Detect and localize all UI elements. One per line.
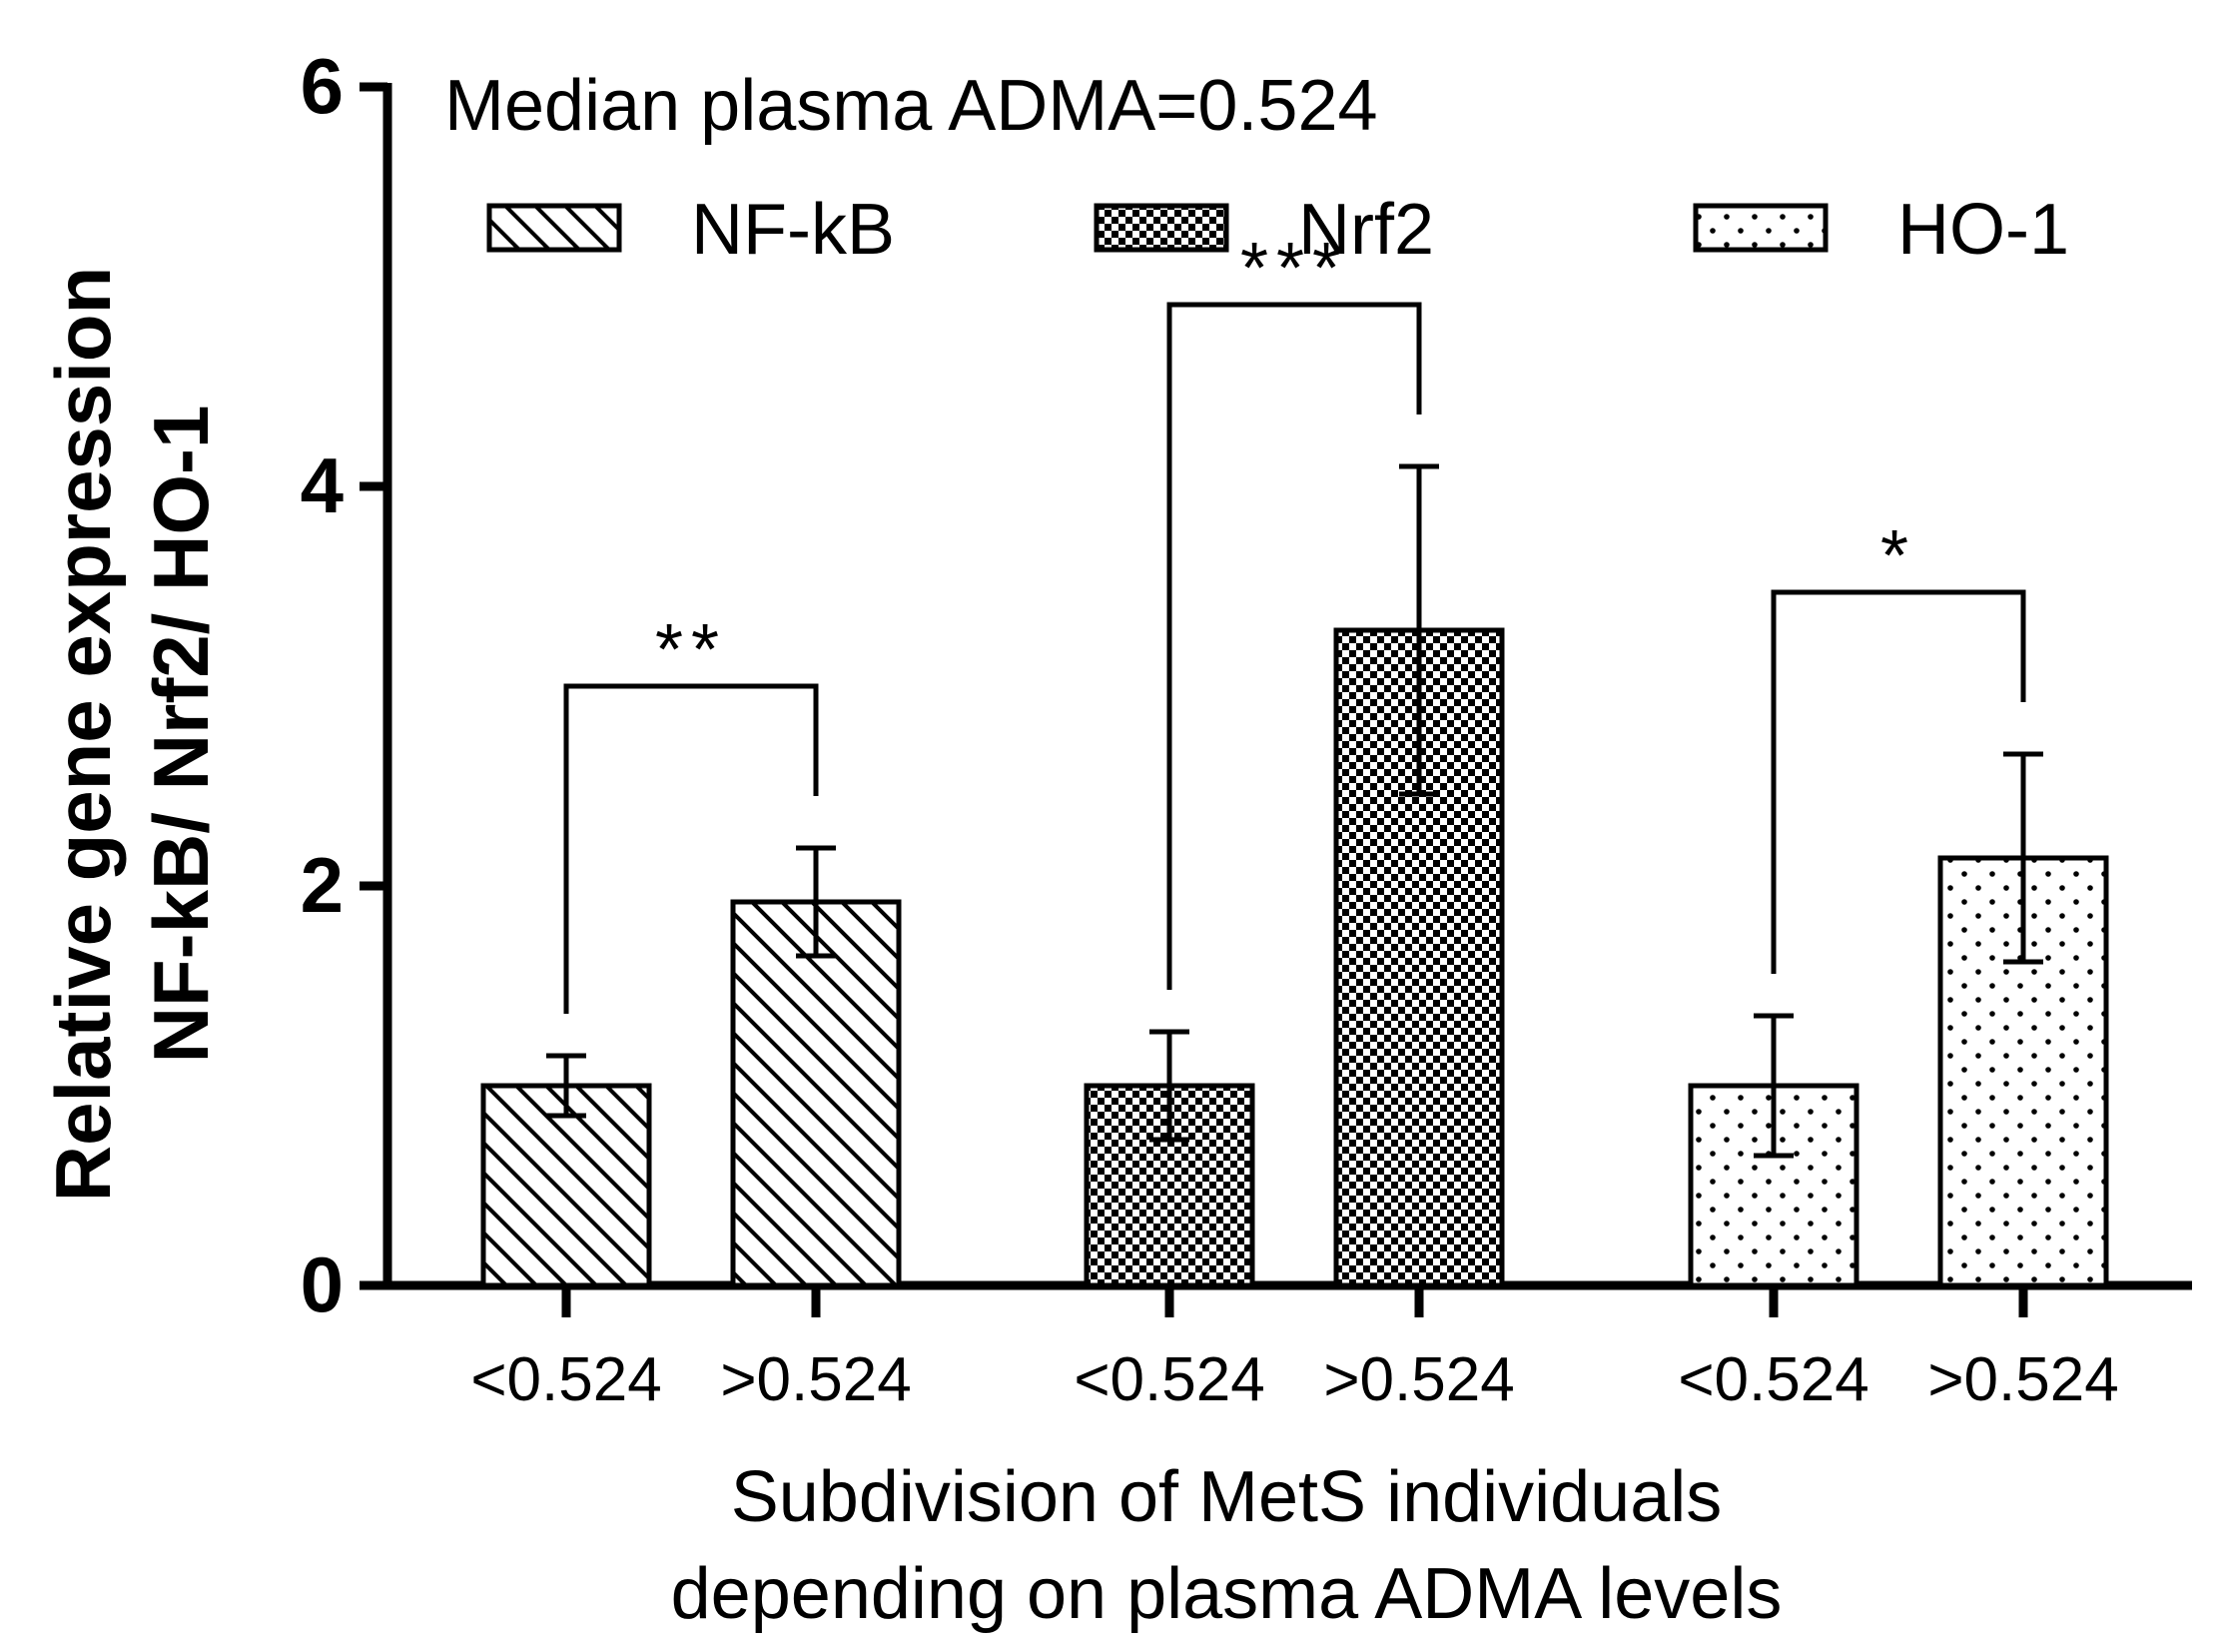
x-axis-title-line2: depending on plasma ADMA levels [671, 1554, 1783, 1634]
x-tick-label: >0.524 [720, 1345, 911, 1414]
y-axis-title-line2: NF-kB/ Nrf2/ HO-1 [137, 406, 225, 1064]
legend-label-nrf2: Nrf2 [1298, 190, 1434, 270]
y-axis-title: Relative gene expression NF-kB/ Nrf2/ HO… [39, 267, 225, 1202]
y-axis-title-line1: Relative gene expression [39, 267, 127, 1202]
significance-bracket [1166, 302, 1422, 990]
x-tick-label: <0.524 [470, 1345, 661, 1414]
bar-nfkb-1 [730, 899, 902, 1288]
x-tick-label: <0.524 [1074, 1345, 1264, 1414]
y-tick-label: 4 [301, 441, 344, 529]
x-axis-title-line1: Subdivision of MetS individuals [731, 1457, 1723, 1537]
legend-swatch-nrf2 [1094, 203, 1229, 253]
x-tick-label: >0.524 [1323, 1345, 1514, 1414]
legend-label-nfkb: NF-kB [691, 190, 895, 270]
legend-swatch-ho1 [1693, 203, 1829, 253]
significance-bracket [563, 683, 819, 1014]
y-tick-label: 2 [301, 841, 344, 929]
legend-swatch-nfkb [486, 203, 622, 253]
legend: NF-kB Nrf2 HO-1 [486, 190, 2069, 270]
x-tick-label: >0.524 [1927, 1345, 2118, 1414]
significance-label: ** [655, 610, 727, 690]
significance-label: * [1880, 516, 1916, 596]
bar-nfkb-0 [480, 1083, 652, 1288]
x-tick-label: <0.524 [1678, 1345, 1868, 1414]
y-tick-label: 6 [301, 42, 344, 130]
significance-label: *** [1240, 229, 1348, 309]
chart-title: Median plasma ADMA=0.524 [444, 66, 1378, 146]
y-tick-label: 0 [301, 1240, 344, 1328]
legend-label-ho1: HO-1 [1897, 190, 2069, 270]
plot-area: 0 2 4 6 <0.524 >0.524 ** <0.524 >0.524 *** <0.524 >… [301, 42, 2192, 1414]
significance-bracket [1771, 589, 2026, 974]
